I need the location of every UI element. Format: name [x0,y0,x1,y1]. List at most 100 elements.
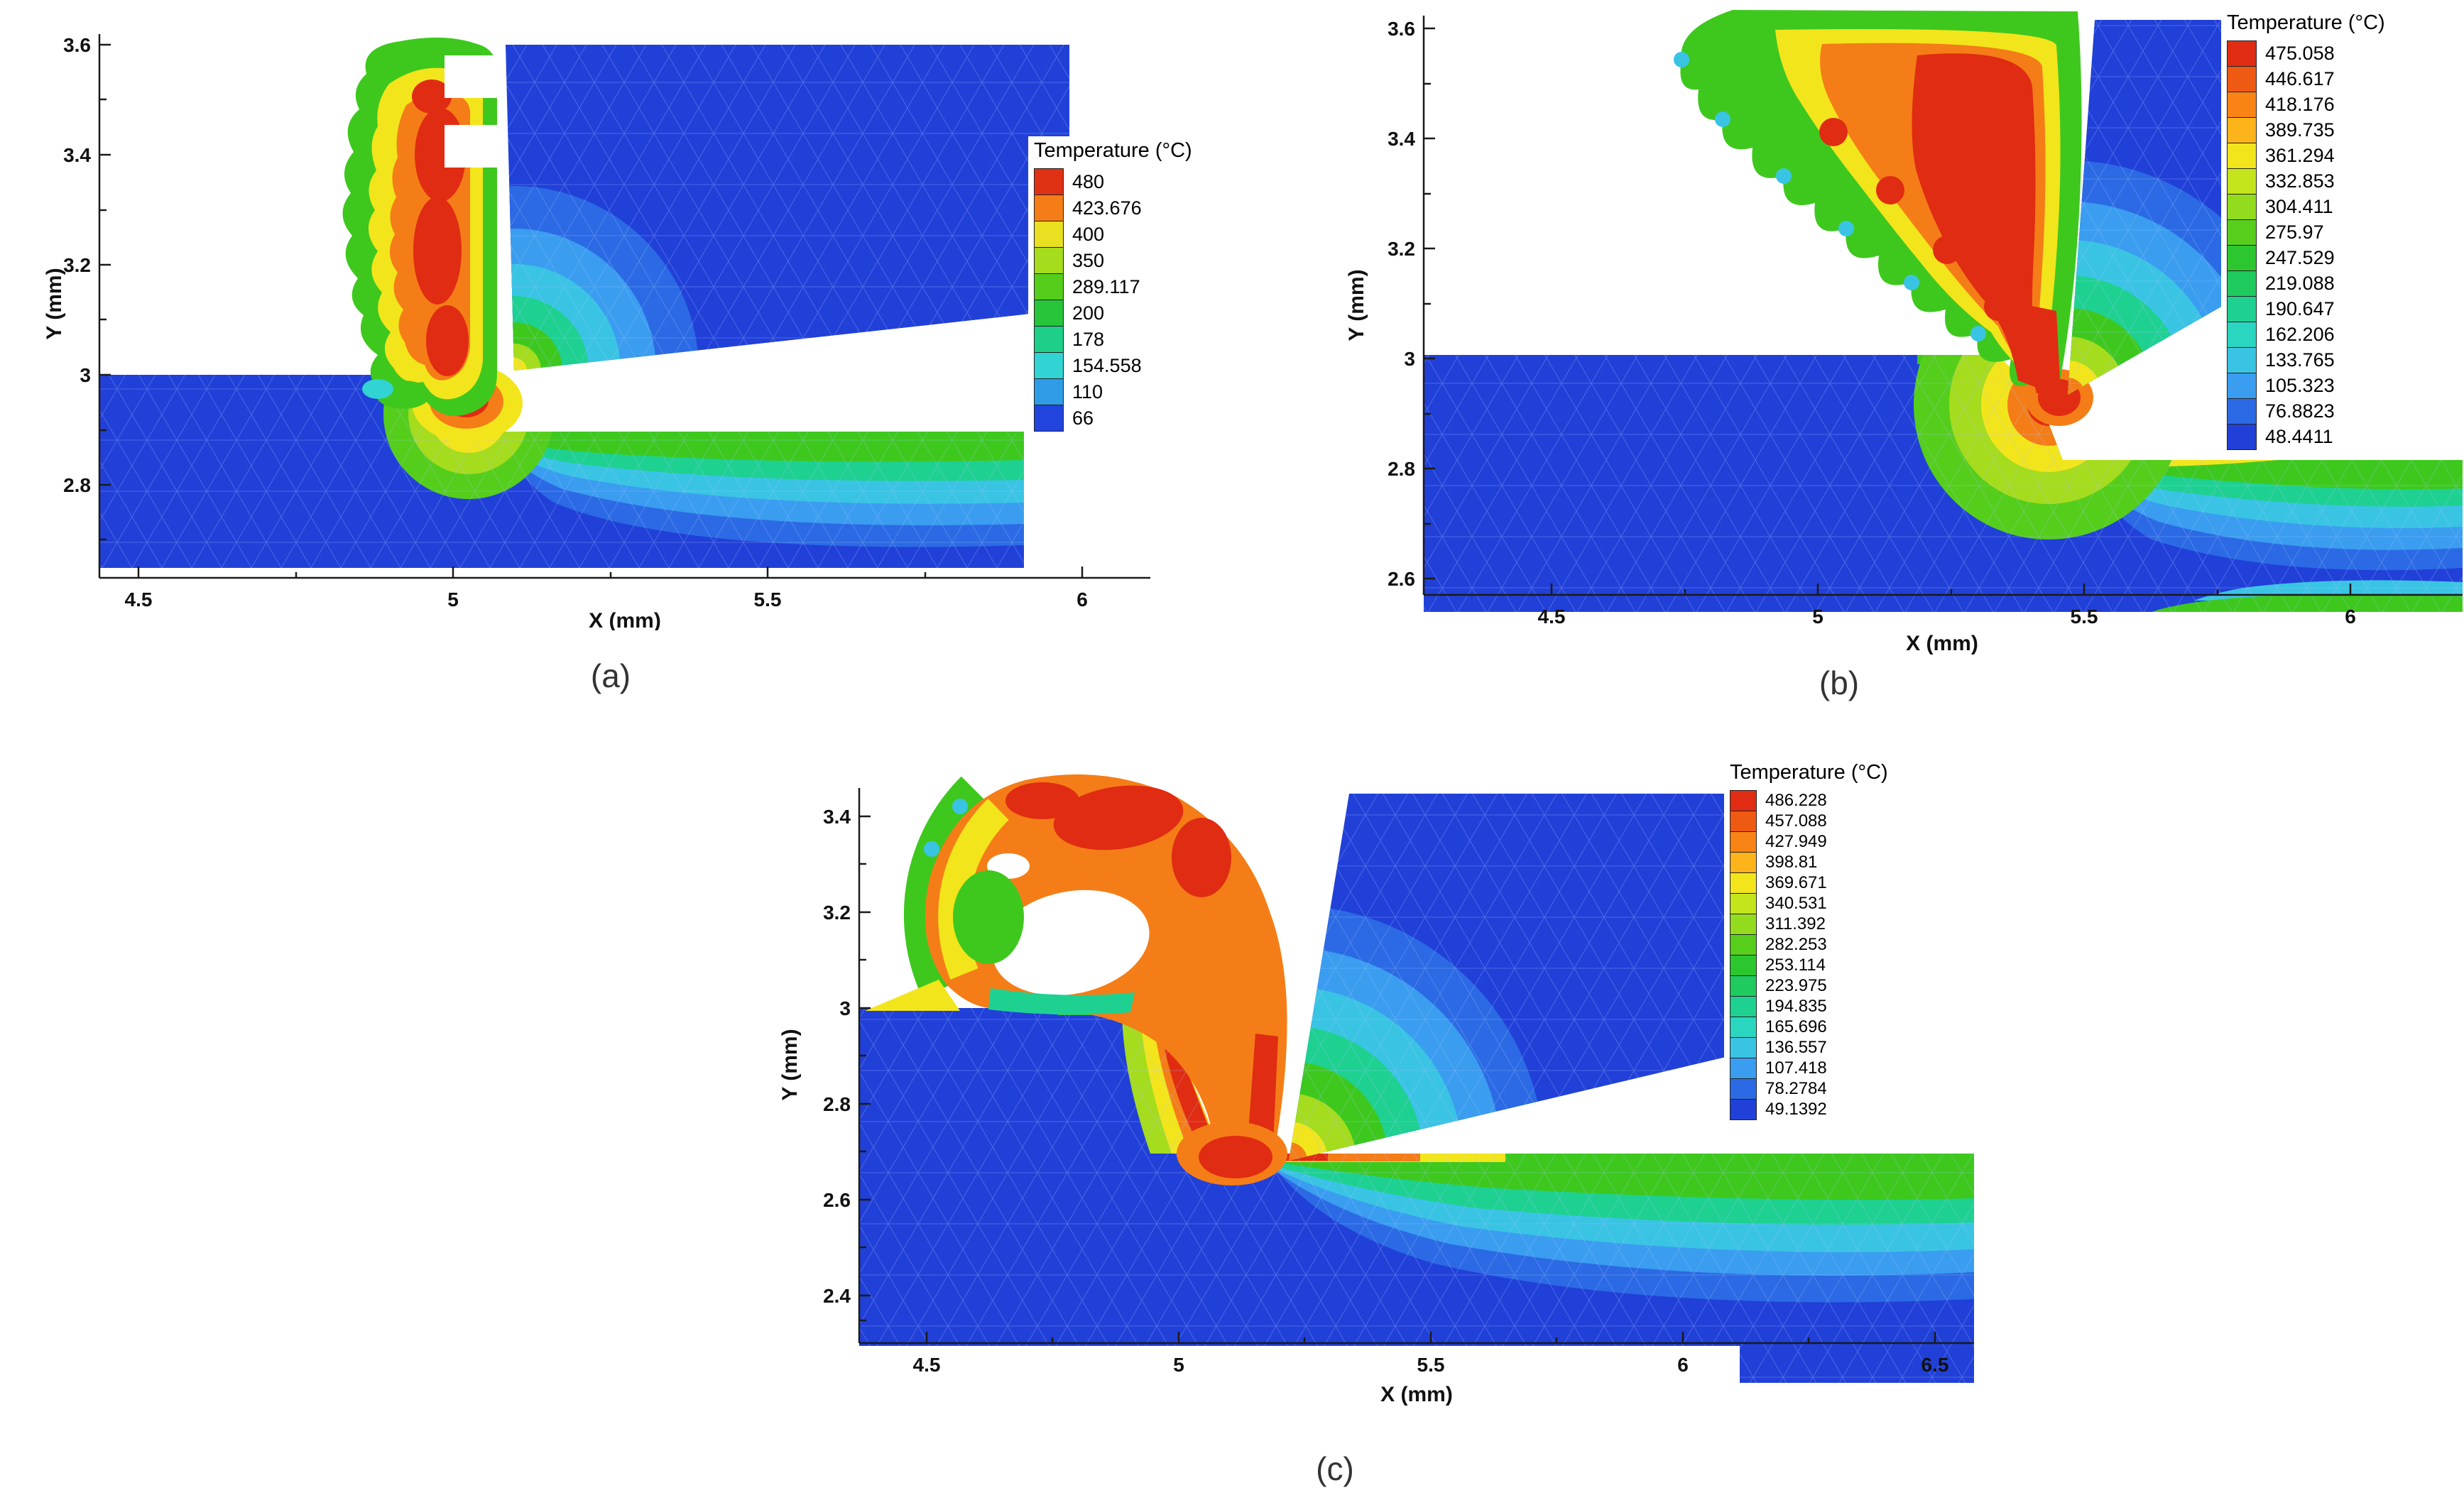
legend-value: 446.617 [2265,68,2335,89]
axes-a [98,34,1150,579]
legend-color-swatch [2227,424,2257,450]
legend-value: 247.529 [2265,247,2335,268]
x-axis-title: X (mm) [589,609,661,630]
panel-caption-c: (c) [1316,1450,1354,1487]
legend-entry: 247.529 [2227,245,2385,271]
legend-entry: 304.411 [2227,194,2385,220]
legend-entry: 350 [1034,247,1192,274]
legend-color-swatch [1730,1017,1757,1038]
legend-entry: 162.206 [2227,322,2385,348]
x-axis-ticks [1550,584,2352,595]
legend-entry: 369.671 [1730,872,1888,894]
y-tick-label: 2.4 [823,1285,851,1307]
legend-color-swatch [2227,92,2257,118]
legend-entry: 165.696 [1730,1017,1888,1038]
legend-color-swatch [1034,273,1064,300]
legend-color-swatch [2227,322,2257,348]
legend-color-swatch [1730,1099,1757,1120]
legend-color-swatch [2227,194,2257,220]
legend-value: 66 [1072,407,1094,429]
legend-entry: 49.1392 [1730,1099,1888,1120]
legend-entry: 289.117 [1034,273,1192,300]
tool-region [1289,794,1777,1161]
legend-entry: 475.058 [2227,40,2385,67]
legend-value: 389.735 [2265,119,2335,141]
legend-entry: 361.294 [2227,143,2385,169]
legend-color-swatch [1730,1058,1757,1079]
legend-color-swatch [2227,270,2257,297]
chip-curl-hole [992,889,1150,996]
y-tick-label: 2.6 [1388,568,1415,590]
legend-value: 480 [1072,170,1105,192]
legend-color-swatch [1730,996,1757,1017]
legend-entry: 398.81 [1730,852,1888,873]
legend-value: 311.392 [1765,914,1826,933]
x-tick-label: 4.5 [1538,606,1566,628]
legend-value: 361.294 [2265,145,2335,166]
legend-value: 219.088 [2265,273,2335,294]
x-tick-label: 6 [1677,1354,1689,1376]
legend-value: 275.97 [2265,221,2324,243]
y-tick-label: 3.4 [1388,128,1415,150]
legend-value: 223.975 [1765,976,1827,995]
y-tick-label: 3.2 [1388,238,1415,260]
legend-value: 194.835 [1765,997,1827,1016]
chip-region [865,774,1287,1185]
legend-value: 105.323 [2265,375,2335,396]
legend-value: 400 [1072,223,1105,245]
legend-entry: 340.531 [1730,893,1888,914]
legend-entry: 107.418 [1730,1058,1888,1079]
legend-color-swatch [1034,300,1064,327]
legend-value: 304.411 [2265,196,2333,217]
x-tick-label: 5.5 [754,588,782,610]
x-tick-label: 5.5 [2071,606,2098,628]
legend-value: 154.558 [1072,354,1142,376]
legend-entry: 423.676 [1034,195,1192,221]
legend-color-swatch [1730,1037,1757,1058]
y-tick-label: 2.8 [1388,458,1415,480]
y-axis-title: Y (mm) [1345,269,1368,341]
legend-color-swatch [1034,405,1064,432]
x-tick-label: 6 [2345,606,2356,628]
chip-notch [445,55,500,98]
x-tick-label: 4.5 [125,588,153,610]
legend-entry: 219.088 [2227,270,2385,297]
legend-entry: 418.176 [2227,92,2385,118]
legend-value: 162.206 [2265,324,2335,345]
legend-color-swatch [1034,168,1064,195]
legend-title: Temperature (°C) [1034,139,1192,162]
legend-color-swatch [2227,40,2257,67]
axes-c [858,788,1974,1345]
legend-color-swatch [1034,352,1064,379]
y-axis-ticks [859,815,871,1322]
legend-entry: 178 [1034,326,1192,353]
x-tick-label: 6 [1076,588,1088,610]
legend-color-swatch [1730,790,1757,811]
legend-color-swatch [1034,247,1064,274]
legend-value: 486.228 [1765,791,1827,810]
legend-value: 350 [1072,249,1105,271]
legend-value: 76.8823 [2265,400,2335,422]
legend-entry: 457.088 [1730,811,1888,832]
legend-color-swatch [2227,143,2257,169]
y-axis-title: Y (mm) [778,1029,802,1100]
legend-entry: 253.114 [1730,955,1888,976]
y-tick-label: 3.2 [823,902,851,924]
legend-value: 418.176 [2265,94,2335,115]
legend-value: 110 [1072,380,1103,402]
legend-value: 200 [1072,302,1105,324]
x-tick-label: 5 [1173,1354,1184,1376]
legend-color-swatch [1730,955,1757,976]
legend-value: 107.418 [1765,1058,1827,1078]
legend-color-swatch [2227,398,2257,425]
x-tick-label: 4.5 [913,1354,941,1376]
y-tick-label: 2.6 [823,1189,851,1211]
legend-color-swatch [1730,975,1757,997]
axes-b [1422,16,2463,596]
legend-entry: 78.2784 [1730,1078,1888,1100]
y-tick-label: 2.8 [823,1093,851,1115]
legend-entry: 190.647 [2227,296,2385,322]
legend-value: 289.117 [1072,275,1140,297]
y-tick-label: 3 [839,997,851,1019]
legend-color-swatch [1034,195,1064,221]
